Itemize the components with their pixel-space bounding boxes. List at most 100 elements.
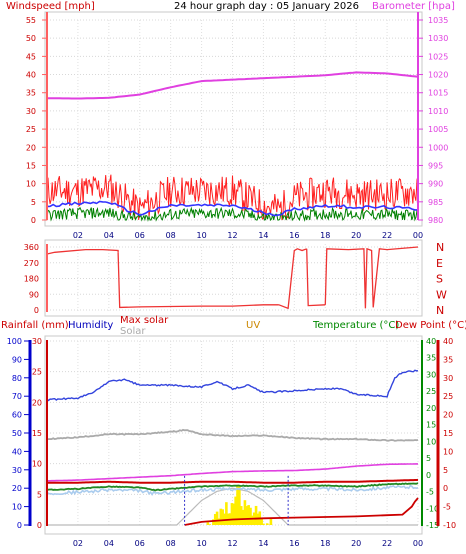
rain-tick-label: 50 (12, 429, 22, 438)
wind-plot-frame (44, 11, 423, 227)
temperature-tick-label: 0 (426, 471, 431, 480)
wind-x-tick-label: 12 (227, 231, 237, 240)
wind-direction-segment (324, 246, 419, 309)
rain-x-tick-label: 06 (135, 539, 145, 548)
temperature-tick-label: 5 (426, 454, 431, 463)
dew-point-tick-label: 10 (443, 447, 453, 456)
wind-x-tick-label: 08 (166, 231, 176, 240)
wind-x-tick-label: 10 (196, 231, 206, 240)
uv-bar (225, 502, 228, 525)
direction-plot-frame (44, 239, 423, 317)
dew-point-tick-label: 35 (443, 355, 453, 364)
uv-bar (247, 505, 250, 525)
dew-point-tick-label: 0 (443, 484, 448, 493)
uv-bar (251, 515, 254, 525)
temperature-tick-label: -5 (426, 488, 434, 497)
uv-bar (262, 523, 265, 525)
windspeed-title: Windspeed [mph] (6, 1, 95, 12)
uv-bar (221, 509, 224, 525)
temperature-tick-label: 40 (426, 337, 436, 346)
direction-tick-label: 180 (24, 275, 39, 284)
rain-tick-label: 80 (12, 374, 22, 383)
rain-x-tick-label: 04 (104, 539, 114, 548)
humidity-tick-label: 25 (32, 368, 42, 377)
compass-label: W (436, 288, 447, 301)
graph-title: 24 hour graph day : 05 January 2026 (174, 1, 359, 12)
compass-label: S (436, 273, 443, 286)
max-solar-curve (47, 487, 418, 526)
barometer-tick-label: 1030 (428, 34, 448, 43)
uv-bar (230, 503, 234, 525)
rain-x-tick-label: 14 (258, 539, 268, 548)
humidity-tick-label: 10 (32, 460, 42, 469)
rain-x-tick-label: 12 (227, 539, 237, 548)
wind-tick-label: 30 (26, 107, 36, 116)
wind-tick-label: 5 (31, 198, 36, 207)
rain-x-tick-label: 08 (166, 539, 176, 548)
rain-x-tick-label: 22 (382, 539, 392, 548)
barometer-tick-label: 1000 (428, 143, 448, 152)
rain-accumulation-series (184, 497, 419, 526)
wind-x-tick-label: 20 (351, 231, 361, 240)
humidity-series (46, 369, 418, 402)
uv-bar (219, 508, 223, 525)
uv-bar (232, 503, 236, 525)
rain-tick-label: 20 (12, 484, 22, 493)
uv-bar (238, 486, 241, 525)
wind-tick-label: 15 (26, 161, 36, 170)
uv-bar (241, 509, 245, 525)
direction-tick-label: 90 (29, 290, 39, 299)
wind-x-tick-label: 02 (73, 231, 83, 240)
uv-bar (215, 511, 219, 525)
wind-tick-label: 55 (26, 16, 36, 25)
wind-x-tick-label: 04 (104, 231, 114, 240)
feels-like-series (46, 484, 419, 497)
uv-bar (260, 518, 263, 525)
direction-tick-label: 270 (24, 259, 39, 268)
direction-tick-label: 0 (34, 306, 39, 315)
wind-tick-label: 25 (26, 125, 36, 134)
wind-tick-label: 0 (31, 216, 36, 225)
barometer-tick-label: 1005 (428, 125, 448, 134)
wind-x-tick-label: 00 (413, 231, 423, 240)
dew-point-tick-label: 30 (443, 374, 453, 383)
barometer-series (47, 71, 419, 100)
wind-direction-segment (306, 248, 326, 307)
rain-x-tick-label: 02 (73, 539, 83, 548)
wind-x-tick-label: 06 (135, 231, 145, 240)
rain-tick-label: 0 (17, 521, 22, 530)
temperature-series (46, 482, 419, 492)
compass-label: E (436, 257, 443, 270)
wind-x-tick-label: 14 (258, 231, 268, 240)
rain-x-tick-label: 00 (413, 539, 423, 548)
humidity-tick-label: 15 (32, 429, 42, 438)
legend-humidity: Humidity (68, 320, 113, 331)
barometer-tick-label: 995 (428, 161, 443, 170)
wind-average-series (46, 200, 418, 217)
rain-x-tick-label: 16 (289, 539, 299, 548)
dew-point-tick-label: 20 (443, 411, 453, 420)
uv-bar (239, 506, 243, 525)
legend-dew-point: Dew Point (°C) (395, 320, 466, 331)
rain-tick-label: 70 (12, 392, 22, 401)
solar-series (46, 428, 419, 442)
rain-x-tick-label: 20 (351, 539, 361, 548)
wind-direction-segment (46, 248, 119, 255)
wind-x-tick-label: 22 (382, 231, 392, 240)
wind-tick-label: 50 (26, 34, 36, 43)
humidity-tick-label: 20 (32, 398, 42, 407)
dew-point-tick-label: 15 (443, 429, 453, 438)
legend-solar: Solar (120, 326, 146, 337)
dew-point-tick-label: 25 (443, 392, 453, 401)
temperature-tick-label: 20 (426, 404, 436, 413)
wind-tick-label: 10 (26, 180, 36, 189)
uv-bar (254, 505, 258, 525)
uv-bar (269, 517, 273, 525)
barometer-title: Barometer [hpa] (372, 1, 455, 12)
barometer-tick-label: 1035 (428, 16, 448, 25)
barometer-tick-label: 985 (428, 198, 443, 207)
wind-tick-label: 20 (26, 143, 36, 152)
rain-tick-label: 60 (12, 411, 22, 420)
barometer-tick-label: 990 (428, 180, 443, 189)
